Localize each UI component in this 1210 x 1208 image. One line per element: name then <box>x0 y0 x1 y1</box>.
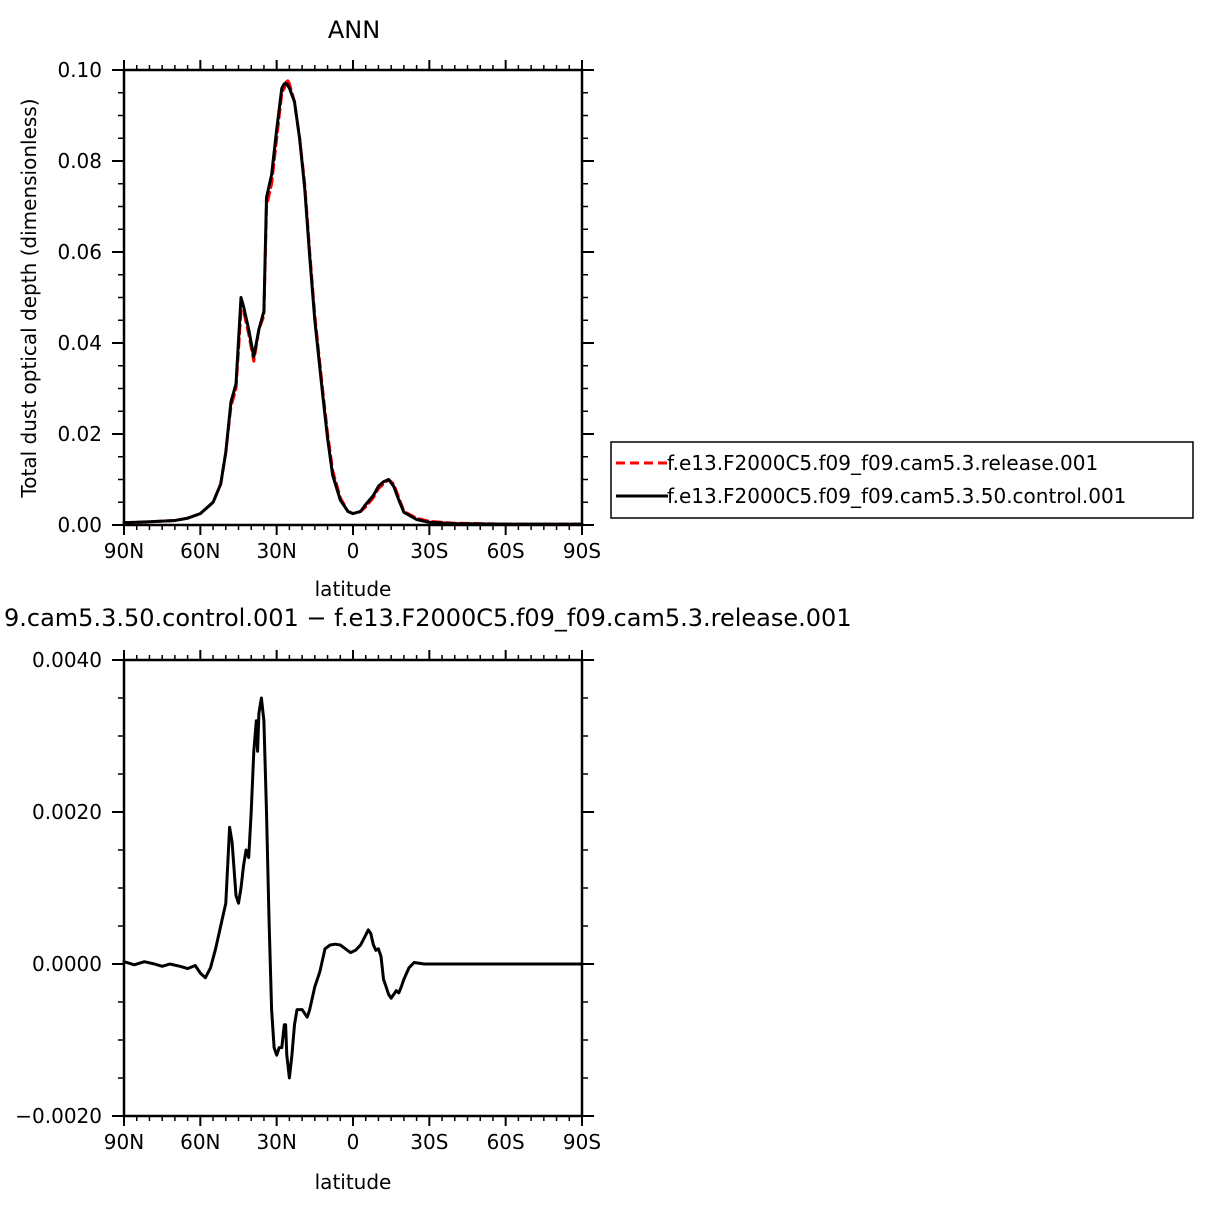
bottom-plot-frame <box>122 658 584 1118</box>
top-series-line-1 <box>122 82 584 526</box>
top-y-tick-label: 0.08 <box>57 149 102 173</box>
top-x-axis-label: latitude <box>315 577 392 601</box>
top-x-tick-label: 0 <box>347 539 360 563</box>
top-axis-ticks: 90N 60N 30N 0 30S 60S 90S 0.00 0.02 0.04 0.06 0.08 0… <box>57 58 601 563</box>
top-series-group <box>122 77 584 526</box>
legend-label-release: f.e13.F2000C5.f09_f09.cam5.3.release.001 <box>667 451 1098 475</box>
bottom-x-tick-label: 30N <box>256 1130 296 1154</box>
top-x-tick-label: 90N <box>104 539 144 563</box>
bottom-y-tick-label: −0.0020 <box>15 1104 102 1128</box>
bottom-chart-title: 9.cam5.3.50.control.001 − f.e13.F2000C5.… <box>4 604 852 632</box>
bottom-y-tick-label: 0.0000 <box>32 952 102 976</box>
legend-box <box>610 441 1194 519</box>
top-y-tick-label: 0.10 <box>57 58 102 82</box>
top-y-tick-label: 0.06 <box>57 240 102 264</box>
top-x-tick-label: 60N <box>180 539 220 563</box>
bottom-x-tick-label: 60N <box>180 1130 220 1154</box>
bottom-panel: 9.cam5.3.50.control.001 − f.e13.F2000C5.… <box>4 604 852 1194</box>
bottom-x-axis-label: latitude <box>315 1170 392 1194</box>
top-x-tick-label: 90S <box>563 539 601 563</box>
top-series-line-0 <box>122 77 584 526</box>
top-panel: ANN 90N 60N 30N 0 30S 60S 90S 0.00 0.02 0.04 0.06 0… <box>17 16 1194 601</box>
top-y-tick-label: 0.02 <box>57 422 102 446</box>
legend-label-control: f.e13.F2000C5.f09_f09.cam5.3.50.control.… <box>667 484 1126 508</box>
top-chart-title: ANN <box>328 16 380 44</box>
bottom-x-tick-label: 30S <box>410 1130 448 1154</box>
bottom-x-tick-label: 60S <box>487 1130 525 1154</box>
bottom-x-tick-label: 90S <box>563 1130 601 1154</box>
bottom-y-tick-label: 0.0040 <box>32 648 102 672</box>
bottom-axis-ticks: 90N 60N 30N 0 30S 60S 90S −0.0020 0.0000 0.0020 0.… <box>15 648 601 1154</box>
top-y-axis-label: Total dust optical depth (dimensionless) <box>17 98 41 498</box>
top-x-tick-label: 30S <box>410 539 448 563</box>
bottom-x-tick-label: 90N <box>104 1130 144 1154</box>
top-y-tick-label: 0.04 <box>57 331 102 355</box>
legend: f.e13.F2000C5.f09_f09.cam5.3.release.001… <box>610 441 1194 519</box>
top-x-tick-label: 30N <box>256 539 296 563</box>
top-y-tick-label: 0.00 <box>57 513 102 537</box>
bottom-y-tick-label: 0.0020 <box>32 800 102 824</box>
top-x-tick-label: 60S <box>487 539 525 563</box>
top-plot-frame <box>122 68 584 527</box>
bottom-series-group <box>122 696 584 1080</box>
bottom-x-tick-label: 0 <box>347 1130 360 1154</box>
bottom-series-line-0 <box>122 696 584 1080</box>
